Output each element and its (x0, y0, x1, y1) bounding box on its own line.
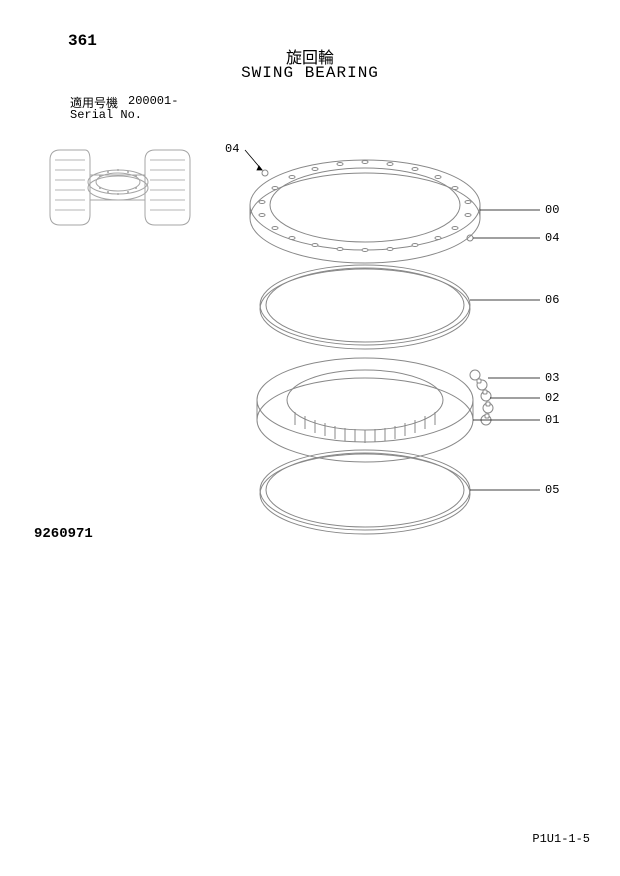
diagram-svg (30, 120, 590, 550)
callout-01: 01 (545, 413, 559, 427)
ring-01 (257, 358, 493, 462)
locator-sketch (50, 150, 190, 225)
callout-02: 02 (545, 391, 559, 405)
callout-04-left: 04 (225, 142, 239, 156)
serial-value: 200001- (128, 94, 178, 108)
exploded-diagram: 04 00 04 06 03 02 01 05 (30, 120, 590, 550)
leader-lines (245, 150, 540, 490)
title-english: SWING BEARING (0, 64, 620, 82)
ring-00 (250, 160, 480, 263)
page-root: 361 旋回輪 SWING BEARING 適用号機 Serial No. 20… (0, 0, 620, 876)
callout-06: 06 (545, 293, 559, 307)
footer-code: P1U1-1-5 (532, 832, 590, 846)
ring-06 (260, 265, 470, 349)
callout-03: 03 (545, 371, 559, 385)
ring-stack (250, 160, 493, 534)
callout-04-right: 04 (545, 231, 559, 245)
callout-05: 05 (545, 483, 559, 497)
callout-00: 00 (545, 203, 559, 217)
ring-05 (260, 450, 470, 534)
